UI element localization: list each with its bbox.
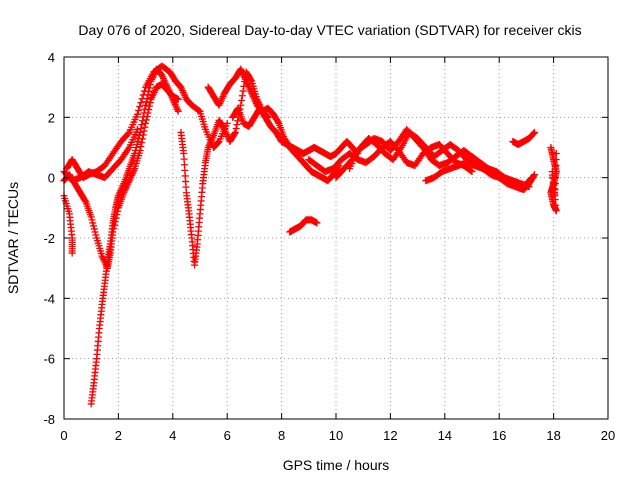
data-point bbox=[239, 87, 247, 95]
x-tick-label: 14 bbox=[438, 428, 452, 443]
data-point bbox=[139, 113, 147, 121]
data-point bbox=[551, 192, 559, 200]
y-tick-label: 2 bbox=[48, 110, 55, 125]
data-point bbox=[146, 99, 154, 107]
data-point bbox=[138, 117, 146, 125]
data-point bbox=[138, 121, 146, 129]
data-point bbox=[133, 125, 141, 133]
data-point bbox=[313, 219, 321, 227]
data-point bbox=[468, 168, 476, 176]
data-point bbox=[135, 134, 143, 142]
x-tick-label: 4 bbox=[169, 428, 176, 443]
data-point bbox=[133, 110, 141, 118]
x-tick-label: 0 bbox=[60, 428, 67, 443]
x-tick-label: 2 bbox=[115, 428, 122, 443]
data-point bbox=[233, 121, 241, 129]
axis-ticks bbox=[63, 56, 609, 420]
data-point bbox=[552, 156, 560, 164]
data-point bbox=[531, 171, 539, 179]
data-point bbox=[223, 119, 231, 127]
data-point bbox=[142, 116, 150, 124]
series-arc-n bbox=[509, 128, 539, 148]
data-point bbox=[131, 150, 139, 158]
data-points bbox=[60, 62, 560, 408]
data-point bbox=[238, 97, 246, 105]
chart-title: Day 076 of 2020, Sidereal Day-to-day VTE… bbox=[78, 22, 581, 38]
data-point bbox=[231, 128, 239, 136]
data-point bbox=[91, 228, 99, 236]
data-point bbox=[89, 219, 97, 227]
data-point bbox=[142, 101, 150, 109]
data-point bbox=[81, 197, 89, 205]
data-point bbox=[138, 95, 146, 103]
x-tick-label: 6 bbox=[224, 428, 231, 443]
y-axis-tick-labels: -8 -6 -4 -2 0 2 4 bbox=[43, 50, 55, 427]
data-point bbox=[231, 130, 239, 138]
data-point bbox=[551, 186, 559, 194]
y-tick-label: -8 bbox=[43, 412, 55, 427]
x-tick-label: 10 bbox=[329, 428, 343, 443]
x-tick-label: 20 bbox=[601, 428, 615, 443]
y-tick-label: -2 bbox=[43, 231, 55, 246]
data-point bbox=[132, 144, 140, 151]
data-point bbox=[139, 91, 147, 99]
data-point bbox=[138, 139, 146, 147]
x-tick-label: 18 bbox=[546, 428, 560, 443]
data-point bbox=[140, 87, 148, 95]
x-axis-title: GPS time / hours bbox=[283, 457, 390, 473]
data-point bbox=[140, 109, 148, 117]
y-tick-label: 4 bbox=[48, 50, 55, 65]
data-point bbox=[467, 167, 475, 175]
series-arc-i bbox=[286, 216, 321, 236]
data-point bbox=[137, 99, 145, 107]
data-point bbox=[135, 131, 143, 139]
data-point bbox=[552, 162, 560, 170]
data-point bbox=[124, 130, 132, 138]
data-point bbox=[141, 105, 149, 113]
data-point bbox=[88, 216, 96, 224]
data-point bbox=[137, 143, 145, 151]
data-point bbox=[92, 231, 100, 239]
data-point bbox=[174, 107, 182, 115]
data-point bbox=[90, 225, 98, 233]
data-point bbox=[131, 147, 139, 155]
data-point bbox=[232, 125, 240, 133]
data-point bbox=[135, 106, 143, 114]
x-tick-label: 16 bbox=[492, 428, 506, 443]
x-tick-label: 12 bbox=[383, 428, 397, 443]
data-point bbox=[137, 125, 145, 133]
data-point bbox=[551, 180, 559, 188]
data-point bbox=[136, 103, 144, 111]
data-point bbox=[133, 140, 141, 148]
x-tick-label: 8 bbox=[278, 428, 285, 443]
data-point bbox=[134, 137, 142, 145]
x-axis-tick-labels: 0 2 4 6 8 10 12 14 16 18 20 bbox=[60, 428, 615, 443]
data-point bbox=[552, 168, 560, 176]
y-tick-label: 0 bbox=[48, 171, 55, 186]
data-point bbox=[552, 150, 560, 158]
data-point bbox=[142, 98, 150, 106]
data-point bbox=[530, 172, 538, 180]
data-point bbox=[145, 102, 153, 110]
y-tick-label: -4 bbox=[43, 291, 55, 306]
data-point bbox=[87, 213, 95, 221]
series-arc-m bbox=[422, 159, 539, 194]
data-point bbox=[552, 174, 560, 182]
data-point bbox=[530, 129, 538, 137]
y-tick-label: -6 bbox=[43, 352, 55, 367]
y-axis-title: SDTVAR / TECUs bbox=[5, 182, 21, 294]
series-arc-c bbox=[87, 65, 182, 408]
data-point bbox=[238, 92, 246, 100]
data-point bbox=[68, 249, 76, 257]
data-point bbox=[220, 124, 228, 132]
series-arc-o bbox=[547, 144, 560, 215]
data-point bbox=[531, 128, 539, 136]
data-point bbox=[90, 222, 98, 230]
data-point bbox=[274, 118, 282, 126]
